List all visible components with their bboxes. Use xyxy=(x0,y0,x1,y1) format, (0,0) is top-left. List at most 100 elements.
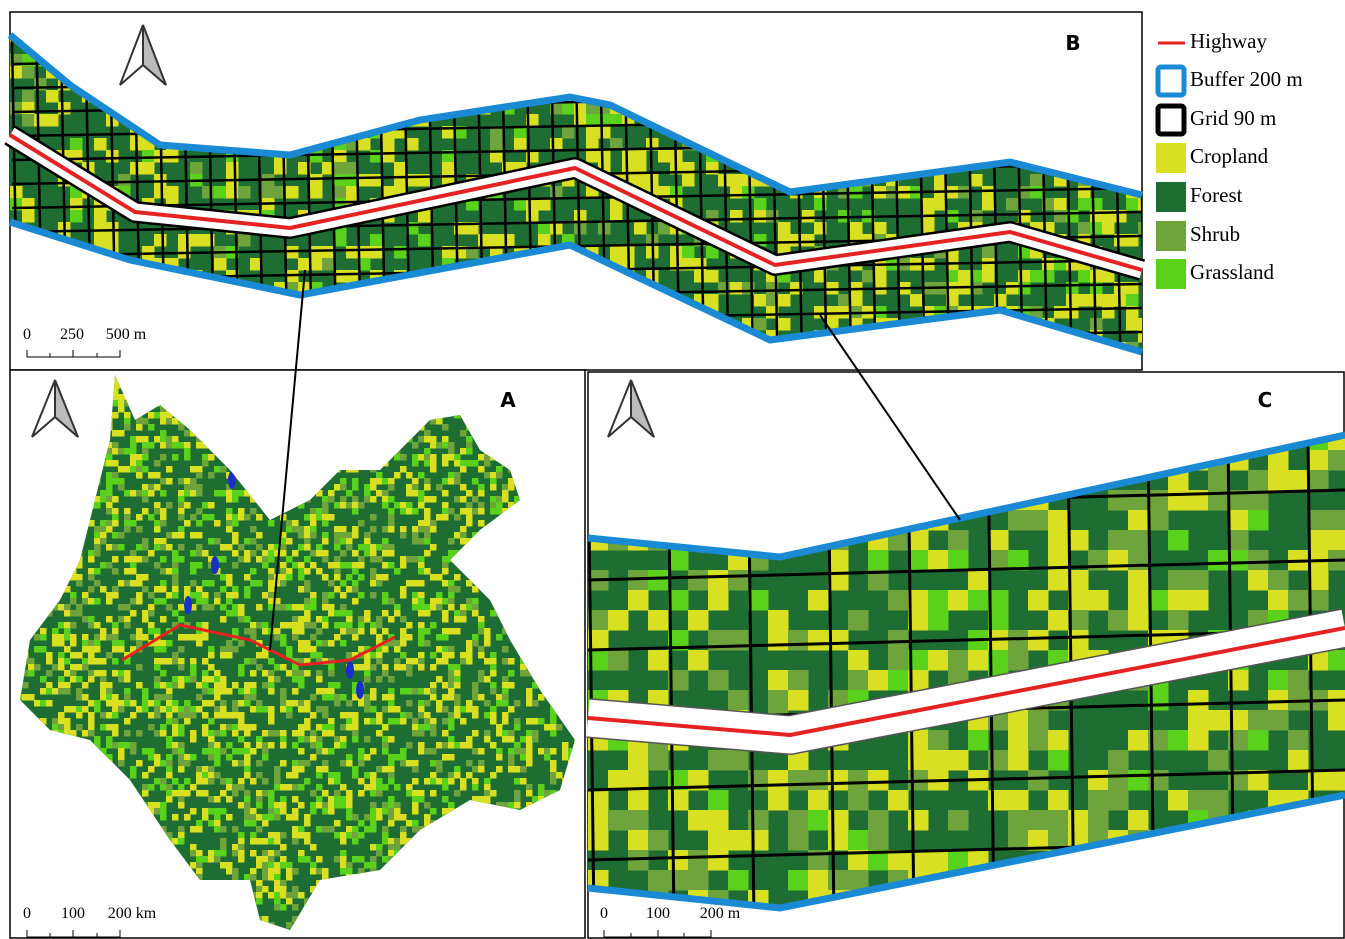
land-patch xyxy=(340,850,347,857)
land-patch xyxy=(40,676,47,683)
land-patch xyxy=(292,784,299,791)
land-patch xyxy=(196,706,203,713)
land-patch xyxy=(130,766,137,773)
land-patch xyxy=(292,526,299,533)
land-patch xyxy=(430,718,437,725)
land-patch xyxy=(100,520,107,527)
land-patch xyxy=(208,772,215,779)
land-patch xyxy=(298,700,305,707)
land-patch xyxy=(256,556,263,563)
land-patch xyxy=(730,174,743,187)
land-patch xyxy=(430,604,437,611)
land-patch xyxy=(76,694,83,701)
land-patch xyxy=(412,460,419,467)
land-patch xyxy=(328,688,335,695)
land-patch xyxy=(472,766,479,773)
land-patch xyxy=(382,550,389,557)
land-patch xyxy=(388,478,395,485)
land-patch xyxy=(310,508,317,515)
land-patch xyxy=(262,742,269,749)
land-patch xyxy=(400,688,407,695)
land-patch xyxy=(454,676,461,683)
land-patch xyxy=(400,838,407,845)
land-patch xyxy=(502,688,509,695)
land-patch xyxy=(472,778,479,785)
land-patch xyxy=(166,736,173,743)
land-patch xyxy=(124,412,131,419)
land-patch xyxy=(388,496,395,503)
land-patch xyxy=(286,568,293,575)
land-patch xyxy=(94,634,101,641)
land-patch xyxy=(478,454,485,461)
land-patch xyxy=(178,796,185,803)
land-patch xyxy=(130,562,137,569)
land-patch xyxy=(244,796,251,803)
land-patch xyxy=(352,550,359,557)
land-patch xyxy=(112,586,119,593)
land-patch xyxy=(310,730,317,737)
land-patch xyxy=(430,496,437,503)
land-patch xyxy=(220,616,227,623)
land-patch xyxy=(178,616,185,623)
land-patch xyxy=(334,556,341,563)
land-patch xyxy=(148,610,155,617)
land-patch xyxy=(406,634,413,641)
land-patch xyxy=(154,544,161,551)
land-patch xyxy=(298,574,305,581)
land-patch xyxy=(310,622,317,629)
land-patch xyxy=(280,880,287,887)
land-patch xyxy=(298,736,305,743)
land-patch xyxy=(526,790,533,797)
land-patch xyxy=(496,634,503,641)
land-patch xyxy=(334,682,341,689)
land-patch xyxy=(94,544,101,551)
land-patch xyxy=(208,718,215,725)
land-patch xyxy=(250,748,257,755)
land-patch xyxy=(544,724,551,731)
land-patch xyxy=(352,826,359,833)
land-patch xyxy=(562,754,569,761)
land-patch xyxy=(562,742,569,749)
land-patch xyxy=(304,724,311,731)
land-patch xyxy=(442,478,449,485)
land-patch xyxy=(298,628,305,635)
land-patch xyxy=(208,766,215,773)
land-patch xyxy=(214,814,221,821)
land-patch xyxy=(232,682,239,689)
land-patch xyxy=(334,820,341,827)
land-patch xyxy=(370,718,377,725)
land-patch xyxy=(220,490,227,497)
land-patch xyxy=(250,508,257,515)
land-patch xyxy=(238,544,245,551)
land-patch xyxy=(502,700,509,707)
land-patch xyxy=(454,460,461,467)
land-patch xyxy=(334,526,341,533)
land-patch xyxy=(412,730,419,737)
land-patch xyxy=(100,532,107,539)
land-patch xyxy=(220,862,227,869)
land-patch xyxy=(364,706,371,713)
land-patch xyxy=(274,886,281,893)
land-patch xyxy=(460,430,467,437)
land-patch xyxy=(130,490,137,497)
land-patch xyxy=(148,628,155,635)
land-patch xyxy=(190,664,197,671)
land-patch xyxy=(418,610,425,617)
land-patch xyxy=(682,246,695,259)
land-patch xyxy=(454,772,461,779)
land-patch xyxy=(424,520,431,527)
land-patch xyxy=(292,634,299,641)
land-patch xyxy=(532,736,539,743)
land-patch xyxy=(406,502,413,509)
land-patch xyxy=(436,418,443,425)
land-patch xyxy=(274,808,281,815)
land-patch xyxy=(100,670,107,677)
land-patch xyxy=(196,820,203,827)
land-patch xyxy=(394,814,401,821)
land-patch xyxy=(502,676,509,683)
land-patch xyxy=(214,856,221,863)
land-patch xyxy=(310,550,317,557)
land-patch xyxy=(142,496,149,503)
land-patch xyxy=(340,640,347,647)
land-patch xyxy=(286,670,293,677)
